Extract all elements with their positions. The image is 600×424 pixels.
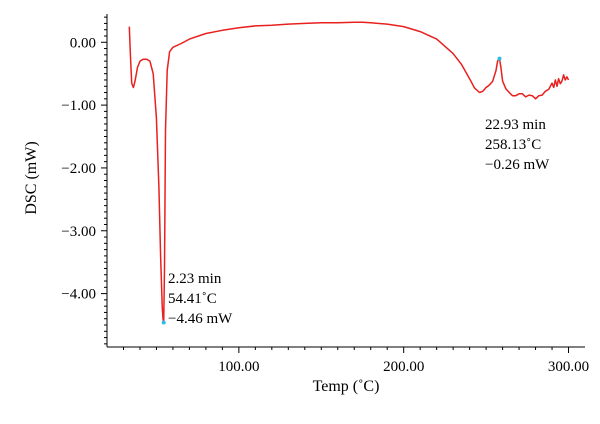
y-tick-label: −2.00 xyxy=(61,161,96,177)
dsc-curve xyxy=(128,21,570,324)
x-tick-label: 100.00 xyxy=(218,359,259,375)
y-tick-label: −1.00 xyxy=(61,98,96,114)
y-tick-label: 0.00 xyxy=(70,35,96,51)
series-layer xyxy=(128,21,570,324)
annotation-line: 2.23 min xyxy=(168,271,222,287)
x-tick-label: 200.00 xyxy=(383,359,424,375)
annotation-line: 54.41˚C xyxy=(168,291,217,307)
y-tick-label: −4.00 xyxy=(61,287,96,303)
y-axis-ticks: 0.00 −1.00 −2.00 −3.00 −4.00 xyxy=(61,16,107,345)
x-axis-ticks: 100.00 200.00 300.00 xyxy=(122,347,589,375)
annotation-line: −0.26 mW xyxy=(485,157,550,173)
annotation-line: 258.13˚C xyxy=(485,137,541,153)
x-tick-label: 300.00 xyxy=(548,359,589,375)
y-axis-title: DSC (mW) xyxy=(23,141,40,214)
peak-marker xyxy=(161,320,166,325)
annotation-peak-2: 22.93 min 258.13˚C −0.26 mW xyxy=(485,117,550,173)
annotation-line: 22.93 min xyxy=(485,117,546,133)
annotation-line: −4.46 mW xyxy=(168,311,233,327)
x-axis-title: Temp (˚C) xyxy=(313,378,380,395)
marker-layer xyxy=(161,56,502,325)
plot-area: 100.00 200.00 300.00 0.00 −1.00 −2.00 −3.00 −4… xyxy=(61,14,589,375)
annotation-peak-1: 2.23 min 54.41˚C −4.46 mW xyxy=(168,271,233,327)
peak-marker xyxy=(497,56,502,61)
y-tick-label: −3.00 xyxy=(61,224,96,240)
